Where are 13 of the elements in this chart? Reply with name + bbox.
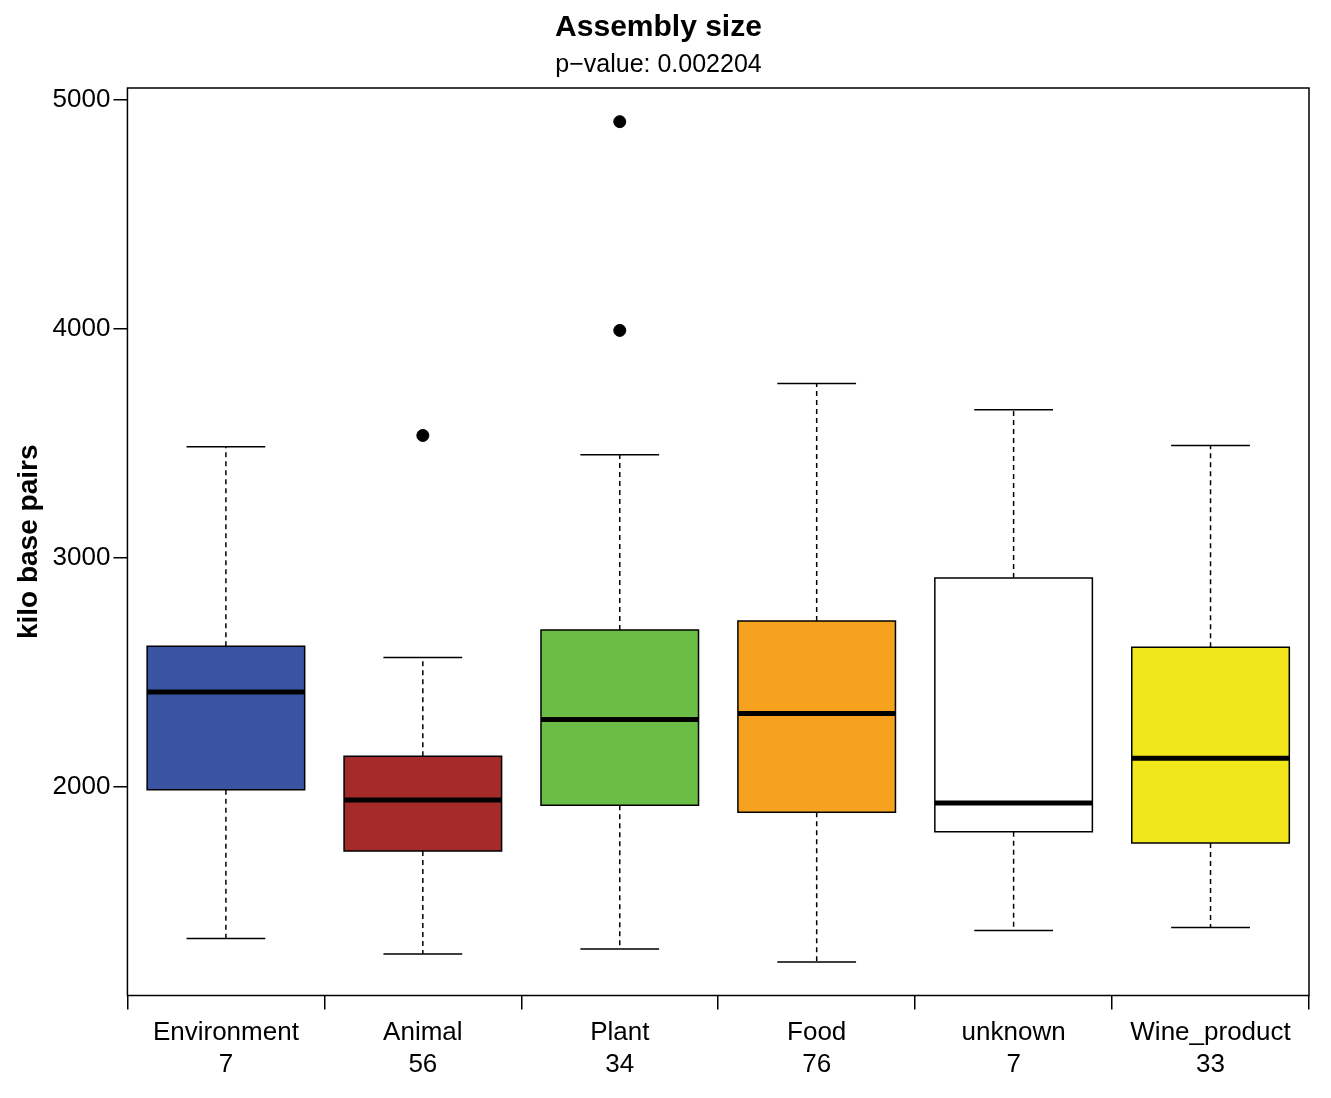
x-tick-label: Animal 56: [383, 1016, 463, 1078]
x-tick-label: Environment 7: [152, 1016, 300, 1078]
y-tick-label: 2000: [52, 770, 111, 801]
x-tick-label: Plant 34: [590, 1016, 651, 1078]
y-axis-title: kilo base pairs: [11, 444, 43, 640]
x-tick-label: unknown 7: [961, 1016, 1066, 1078]
y-tick-label: 3000: [52, 541, 111, 572]
x-tick-label: Wine_product 33: [1130, 1016, 1292, 1078]
chart-title: Assembly size: [555, 9, 762, 43]
x-tick-label: Food 76: [787, 1016, 847, 1078]
y-tick-label: 4000: [52, 312, 111, 343]
chart-subtitle: p−value: 0.002204: [555, 48, 762, 77]
y-tick-label: 5000: [52, 83, 111, 114]
